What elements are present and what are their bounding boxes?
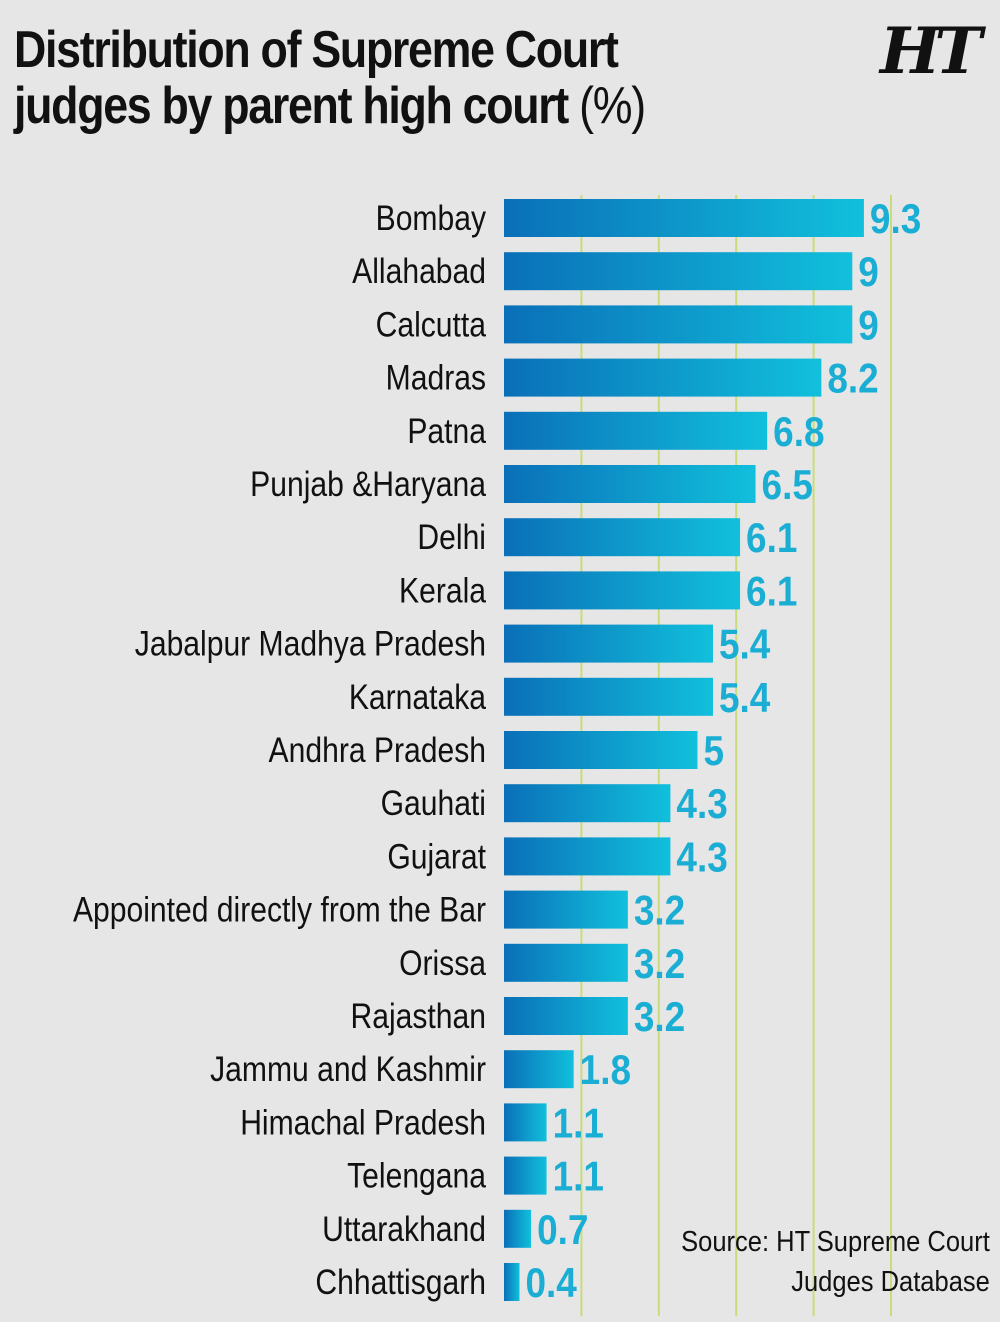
ht-logo: HT xyxy=(880,14,982,89)
category-label: Patna xyxy=(407,411,486,451)
value-label: 4.3 xyxy=(676,781,727,828)
bar xyxy=(504,465,756,503)
bar xyxy=(504,358,822,397)
category-label: Gujarat xyxy=(387,836,486,876)
category-label: Himachal Pradesh xyxy=(240,1102,486,1142)
value-label: 9 xyxy=(858,302,879,349)
category-label: Gauhati xyxy=(381,783,486,823)
value-label: 1.8 xyxy=(580,1047,631,1094)
value-label: 4.3 xyxy=(676,834,727,881)
bar xyxy=(504,890,628,929)
category-label: Rajasthan xyxy=(351,996,486,1036)
chart-title-unit: (%) xyxy=(579,77,646,135)
category-label: Telengana xyxy=(347,1155,487,1195)
bar xyxy=(504,677,713,716)
value-label: 9.3 xyxy=(870,196,921,243)
category-label: Andhra Pradesh xyxy=(269,730,486,770)
bar xyxy=(504,731,698,769)
value-labels: 9.3 9 9 8.26.8 6.5 6.1 6.1 5.4 5.4 5 4.3 4.3 3.2 3.2 3… xyxy=(525,196,921,1307)
value-label: 3.2 xyxy=(634,887,685,934)
category-label: Jammu and Kashmir xyxy=(210,1049,486,1089)
value-label: 5.4 xyxy=(719,675,770,722)
category-label: Calcutta xyxy=(376,304,487,344)
source-note: Source: HT Supreme Court Judges Database xyxy=(681,1222,990,1302)
category-label: Delhi xyxy=(417,517,486,557)
bar xyxy=(504,571,741,610)
value-label: 3.2 xyxy=(634,994,685,1041)
value-label: 1.1 xyxy=(553,1100,604,1147)
bar xyxy=(504,943,628,982)
source-line1: Source: HT Supreme Court xyxy=(681,1226,990,1258)
category-labels: Bombay Allahabad Calcutta Madras Patna Punjab… xyxy=(73,198,487,1302)
category-label: Chhattisgarh xyxy=(315,1262,486,1302)
bar xyxy=(504,199,864,237)
bar xyxy=(504,1263,520,1301)
value-label: 8.2 xyxy=(827,355,878,402)
bar xyxy=(504,837,671,876)
bar xyxy=(504,1156,547,1195)
category-label: Orissa xyxy=(399,943,487,983)
category-label: Allahabad xyxy=(352,251,486,291)
bar xyxy=(504,518,741,557)
category-label: Bombay xyxy=(376,198,487,238)
bar xyxy=(504,997,628,1035)
category-label: Madras xyxy=(386,357,486,397)
value-label: 0.4 xyxy=(525,1260,576,1307)
chart-title-line1: Distribution of Supreme Court xyxy=(14,21,619,79)
bar xyxy=(504,411,768,450)
source-line2: Judges Database xyxy=(791,1266,990,1298)
bar xyxy=(504,784,671,823)
bar xyxy=(504,252,853,291)
bars xyxy=(504,199,864,1301)
category-label: Kerala xyxy=(399,570,487,610)
chart-title: Distribution of Supreme Court judges by … xyxy=(14,22,745,134)
value-label: 9 xyxy=(858,249,879,296)
category-label: Appointed directly from the Bar xyxy=(73,889,486,929)
category-label: Punjab &Haryana xyxy=(250,464,487,504)
value-label: 6.5 xyxy=(762,462,813,509)
chart-title-line2: judges by parent high court (%) xyxy=(14,78,745,134)
category-label: Karnataka xyxy=(349,677,487,717)
category-label: Uttarakhand xyxy=(322,1209,486,1249)
value-label: 1.1 xyxy=(553,1153,604,1200)
chart-title-line2-text: judges by parent high court xyxy=(14,77,569,135)
bar xyxy=(504,1103,547,1142)
bar xyxy=(504,1209,532,1248)
bar xyxy=(504,624,713,663)
category-label: Jabalpur Madhya Pradesh xyxy=(135,623,486,663)
value-label: 6.8 xyxy=(773,409,824,456)
bar xyxy=(504,1050,574,1089)
value-label: 5.4 xyxy=(719,621,770,668)
value-label: 0.7 xyxy=(537,1207,588,1254)
value-label: 3.2 xyxy=(634,941,685,988)
value-label: 6.1 xyxy=(746,568,797,615)
value-label: 6.1 xyxy=(746,515,797,562)
bar xyxy=(504,305,853,344)
value-label: 5 xyxy=(704,728,725,775)
